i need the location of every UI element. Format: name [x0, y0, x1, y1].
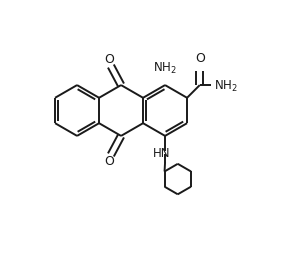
- Text: O: O: [105, 53, 115, 66]
- Text: O: O: [195, 52, 205, 65]
- Text: NH$_2$: NH$_2$: [153, 61, 177, 76]
- Text: NH$_2$: NH$_2$: [214, 79, 237, 94]
- Text: HN: HN: [153, 147, 170, 160]
- Text: O: O: [105, 155, 115, 168]
